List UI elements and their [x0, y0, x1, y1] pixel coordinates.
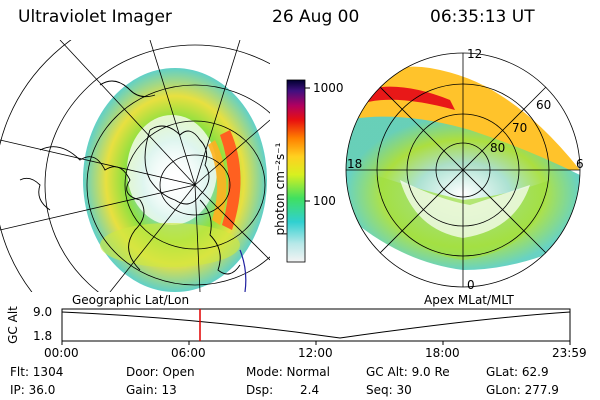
time-label: 06:35:13 UT — [430, 7, 535, 27]
right-panel-caption: Apex MLat/MLT — [424, 293, 514, 307]
colorbar-tick-100: 100 — [313, 194, 336, 208]
status-door: Door: Open — [126, 365, 195, 379]
status-seq: Seq: 30 — [366, 383, 412, 397]
status-dsp-label: Dsp: — [246, 383, 274, 397]
aurora-hotspot-left — [220, 130, 241, 230]
aurora-hotspot-right — [365, 86, 455, 110]
status-ip: IP: 36.0 — [10, 383, 56, 397]
status-glat: GLat: 62.9 — [486, 365, 549, 379]
altitude-curve — [61, 311, 571, 339]
altitude-ytick-max: 9.0 — [33, 305, 53, 319]
altitude-ylabel: GC Alt — [5, 306, 20, 344]
left-panel-caption: Geographic Lat/Lon — [72, 293, 190, 307]
mlt-label-left: 18 — [347, 157, 363, 171]
apex-mlt-plot — [345, 52, 581, 288]
status-glon: GLon: 277.9 — [486, 383, 559, 397]
altitude-plot — [61, 308, 571, 345]
status-gc-alt: GC Alt: 9.0 Re — [366, 365, 450, 379]
status-flt: Flt: 1304 — [10, 365, 64, 379]
app-title: Ultraviolet Imager — [18, 7, 172, 27]
geographic-map — [0, 40, 270, 292]
altitude-ytick-min: 1.8 — [33, 329, 53, 343]
colorbar — [286, 79, 306, 263]
status-mode: Mode: Normal — [246, 365, 330, 379]
mlt-label-top: 12 — [467, 47, 483, 61]
colorbar-tick-1000: 1000 — [313, 81, 344, 95]
altitude-xtick-3: 18:00 — [425, 346, 460, 360]
altitude-xtick-0: 00:00 — [44, 346, 79, 360]
colorbar-unit-label: photon cm⁻²s⁻¹ — [273, 142, 287, 236]
lat-label-70: 70 — [512, 121, 528, 135]
lat-label-80: 80 — [490, 141, 506, 155]
lat-label-60: 60 — [536, 98, 552, 112]
status-dsp-value: 2.4 — [300, 383, 320, 397]
altitude-xtick-1: 06:00 — [171, 346, 206, 360]
altitude-xtick-2: 12:00 — [298, 346, 333, 360]
altitude-xtick-4: 23:59 — [552, 346, 587, 360]
mlt-label-right: 6 — [576, 157, 584, 171]
date-label: 26 Aug 00 — [272, 7, 360, 27]
mlt-label-bottom: 0 — [467, 278, 475, 292]
status-gain: Gain: 13 — [126, 383, 177, 397]
